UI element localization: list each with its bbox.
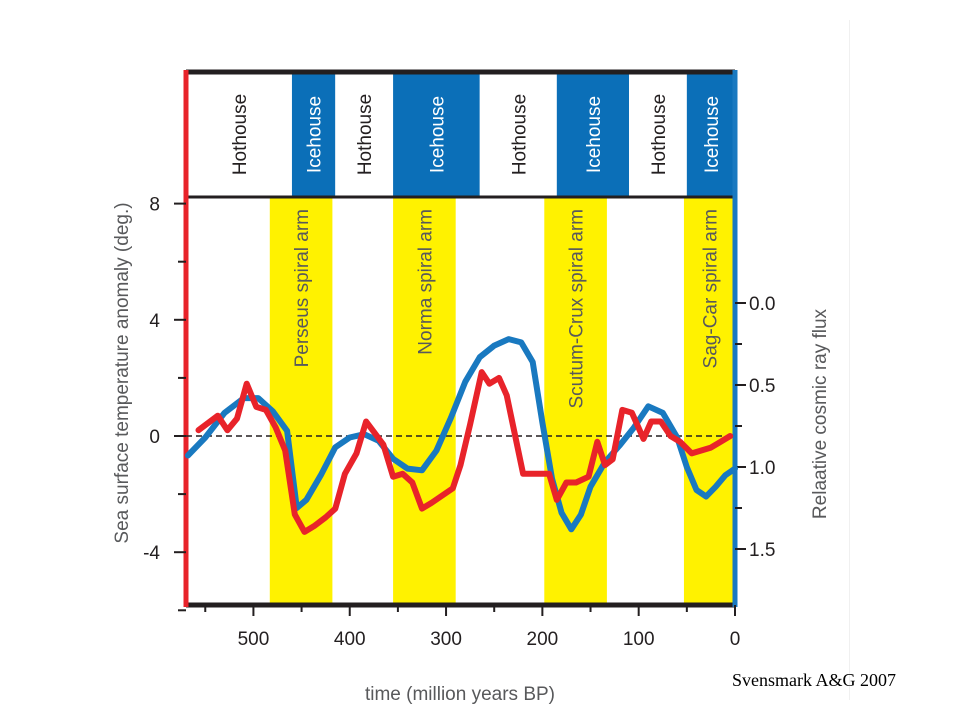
- climate-band-label: Icehouse: [584, 96, 605, 173]
- spiral-arm-label: Sag-Car spiral arm: [700, 209, 721, 368]
- climate-band: [686, 72, 735, 197]
- slide-divider: [849, 20, 850, 700]
- climate-band: [186, 72, 292, 197]
- climate-band-label: Icehouse: [305, 96, 326, 173]
- y2-tick-label: 0.0: [749, 294, 775, 315]
- chart-ticks: 500 400 300 200 100 0 8 4 0 -4 0.0 0.5 1.0 1.5: [143, 195, 775, 650]
- spiral-arm-band: [393, 197, 456, 605]
- climate-band: [291, 72, 336, 197]
- spiral-arm-bands: Perseus spiral arm Norma spiral arm Scutum…: [269, 197, 735, 605]
- temperature-anomaly-line: [195, 369, 734, 535]
- climate-band-label: Hothouse: [230, 94, 251, 175]
- climate-band: [393, 72, 480, 197]
- y2-axis-label: Relaative cosmic ray flux: [810, 308, 831, 519]
- climate-band-label: Hothouse: [649, 94, 670, 175]
- y-tick-label: 4: [149, 311, 160, 332]
- climate-band: [629, 72, 687, 197]
- climate-band: [479, 72, 557, 197]
- y-tick-label: 8: [149, 195, 160, 216]
- climate-band-label: Icehouse: [427, 96, 448, 173]
- spiral-arm-band: [683, 197, 735, 605]
- spiral-arm-label: Scutum-Crux spiral arm: [567, 209, 588, 409]
- x-tick-label: 400: [334, 629, 366, 650]
- y2-tick-label: 0.5: [749, 376, 775, 397]
- y-tick-label: -4: [143, 543, 160, 564]
- x-tick-label: 0: [730, 629, 741, 650]
- x-tick-label: 200: [527, 629, 559, 650]
- spiral-arm-label: Perseus spiral arm: [292, 209, 313, 367]
- spiral-arm-band: [544, 197, 607, 605]
- x-tick-label: 500: [238, 629, 270, 650]
- x-tick-label: 300: [430, 629, 462, 650]
- y2-tick-label: 1.0: [749, 458, 775, 479]
- y2-tick-label: 1.5: [749, 540, 775, 561]
- y-tick-label: 0: [149, 427, 160, 448]
- climate-band-label: Hothouse: [355, 94, 376, 175]
- climate-band-label: Icehouse: [702, 96, 723, 173]
- climate-band: [556, 72, 630, 197]
- x-tick-label: 100: [623, 629, 655, 650]
- spiral-arm-band: [269, 197, 333, 605]
- chart-series: [184, 336, 738, 535]
- climate-band-label: Hothouse: [509, 94, 530, 175]
- climate-band: [335, 72, 394, 197]
- x-axis-label: time (million years BP): [365, 684, 555, 705]
- climate-bands: Hothouse Icehouse Hothouse Icehouse Hothouse…: [186, 72, 735, 197]
- credit-text: Svensmark A&G 2007: [732, 670, 896, 690]
- spiral-arm-label: Norma spiral arm: [415, 209, 436, 355]
- y-axis-label: Sea surface temperature anomaly (deg.): [112, 202, 133, 543]
